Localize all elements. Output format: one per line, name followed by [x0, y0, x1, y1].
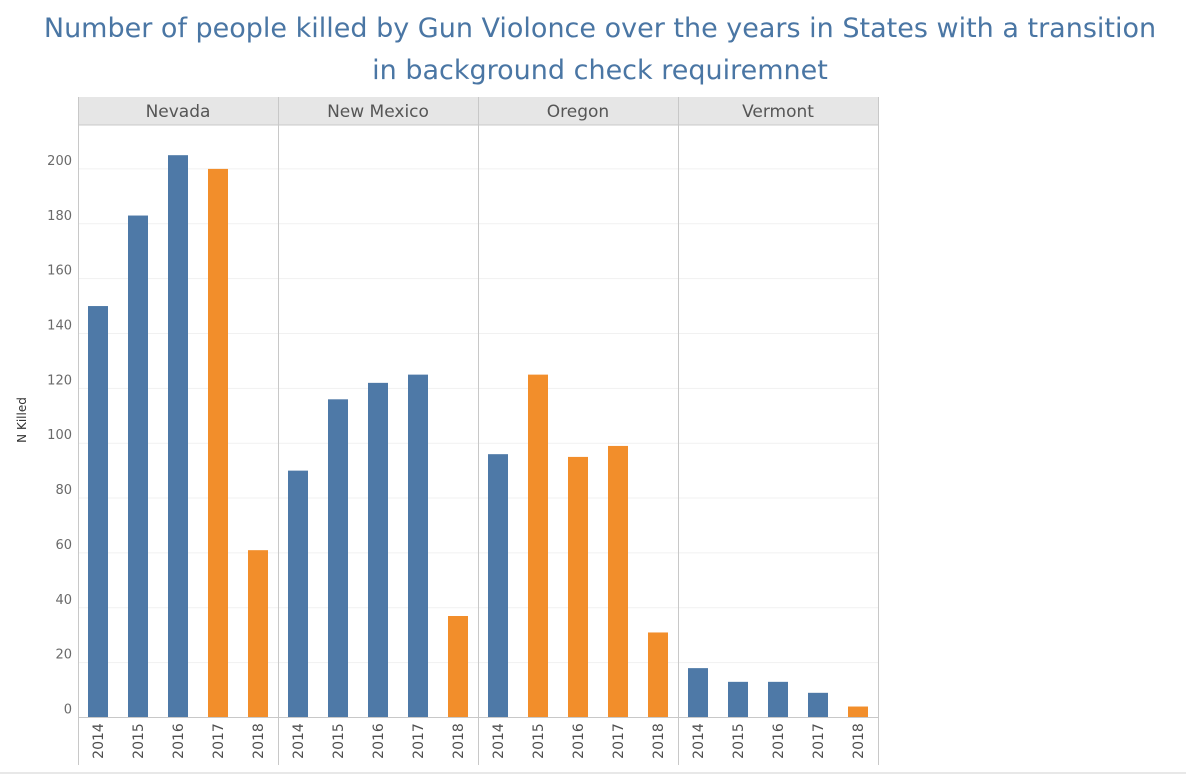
x-tick-label: 2018 [251, 723, 267, 759]
y-tick-label: 120 [47, 373, 72, 388]
bar [568, 456, 588, 717]
bar [168, 155, 188, 717]
bar [608, 445, 628, 717]
bar [688, 668, 708, 717]
panel-label: Oregon [547, 102, 609, 122]
x-tick-label: 2014 [91, 723, 107, 759]
bar [248, 550, 268, 717]
y-axis-label: N Killed [15, 397, 29, 443]
x-tick-label: 2014 [491, 723, 507, 759]
y-tick-label: 100 [47, 428, 72, 443]
bar [768, 681, 788, 717]
bar [88, 306, 108, 717]
x-tick-label: 2018 [851, 723, 867, 759]
y-tick-label: 160 [47, 264, 72, 279]
y-tick-label: 140 [47, 318, 72, 333]
x-tick-label: 2017 [811, 723, 827, 759]
x-tick-label: 2016 [171, 723, 187, 759]
axes: 0 20 40 60 80 100 120 140 160 180 200 2014 2015 2016 2… [0, 97, 1186, 774]
bar [208, 168, 228, 717]
panel-label: Vermont [742, 102, 814, 122]
x-tick-label: 2017 [611, 723, 627, 759]
y-tick-label: 180 [47, 209, 72, 224]
x-tick-label: 2016 [771, 723, 787, 759]
y-tick-label: 80 [55, 483, 72, 498]
y-tick-label: 200 [47, 154, 72, 169]
x-tick-label: 2017 [411, 723, 427, 759]
x-tick-label: 2015 [131, 723, 147, 759]
x-tick-label: 2014 [291, 723, 307, 759]
bar [368, 382, 388, 717]
x-tick-label: 2016 [371, 723, 387, 759]
y-tick-label: 60 [55, 538, 72, 553]
chart-title: Number of people killed by Gun Violonce … [43, 13, 1157, 86]
panel-label: Nevada [146, 102, 211, 122]
x-tick-label: 2015 [531, 723, 547, 759]
bars [88, 155, 868, 717]
x-tick-label: 2018 [451, 723, 467, 759]
bar [848, 706, 868, 717]
x-tick-label: 2016 [571, 723, 587, 759]
bar [328, 399, 348, 717]
x-tick-label: 2015 [331, 723, 347, 759]
y-tick-label: 20 [55, 648, 72, 663]
x-tick-label: 2017 [211, 723, 227, 759]
bar [288, 470, 308, 717]
y-tick-label: 0 [64, 703, 72, 718]
panel-label: New Mexico [327, 102, 429, 122]
x-tick-label: 2018 [651, 723, 667, 759]
bar [528, 374, 548, 717]
bar [808, 692, 828, 717]
bar [728, 681, 748, 717]
x-tick-label: 2015 [731, 723, 747, 759]
y-tick-label: 40 [55, 593, 72, 608]
bar [488, 454, 508, 717]
bar [448, 616, 468, 717]
bar [408, 374, 428, 717]
bar [128, 215, 148, 717]
bar [648, 632, 668, 717]
x-tick-label: 2014 [691, 723, 707, 759]
